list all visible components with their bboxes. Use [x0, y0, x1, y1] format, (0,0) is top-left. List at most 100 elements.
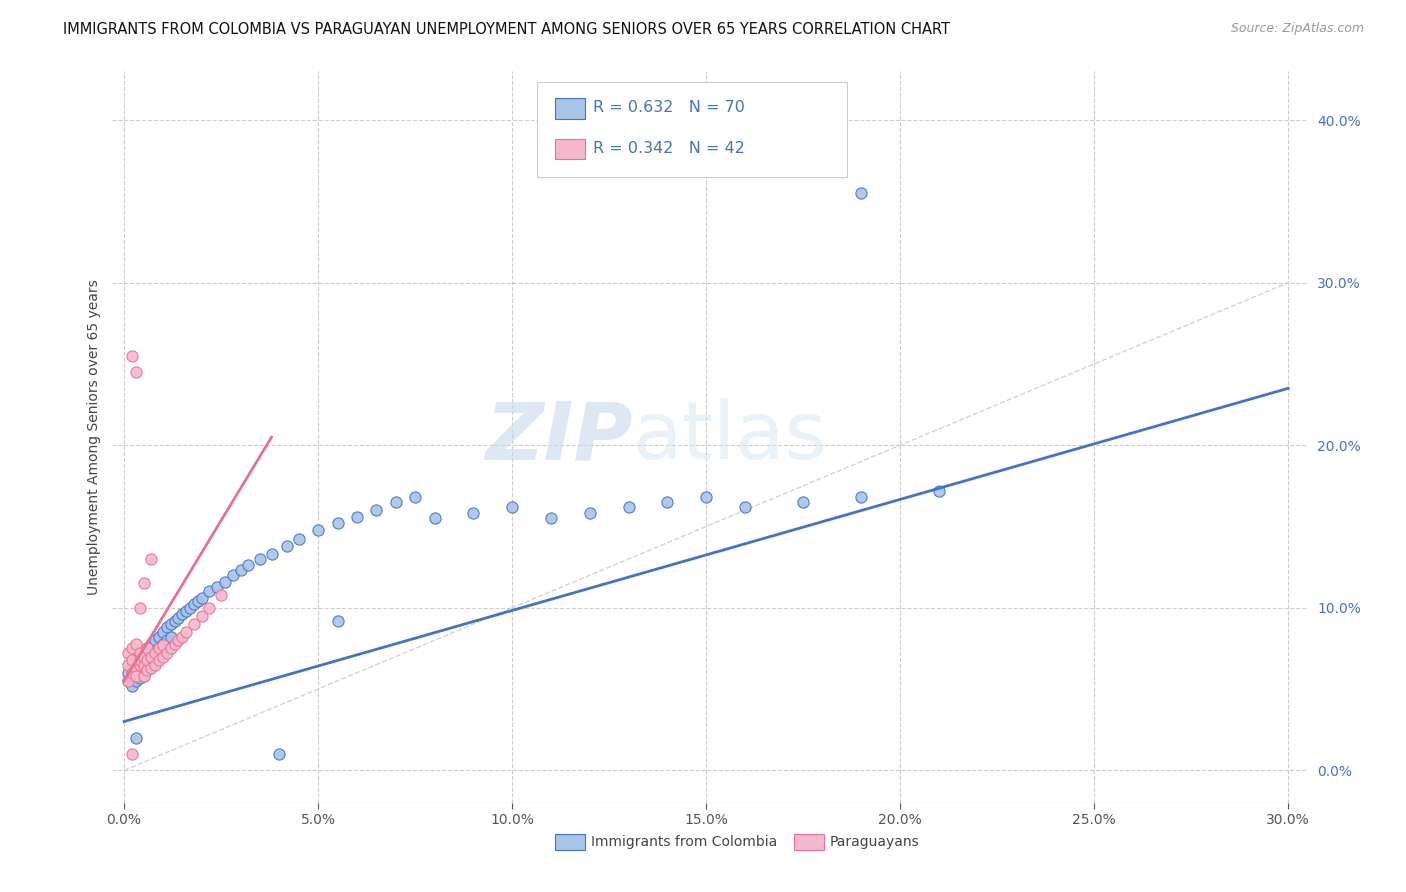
Point — [366, 503, 388, 517]
Point — [121, 349, 143, 363]
Text: Source: ZipAtlas.com: Source: ZipAtlas.com — [1230, 22, 1364, 36]
Point — [121, 679, 143, 693]
Point — [125, 731, 148, 745]
Point — [121, 657, 143, 672]
Point — [136, 641, 159, 656]
Point — [143, 657, 166, 672]
Point — [238, 558, 260, 573]
Point — [148, 641, 170, 656]
Point — [141, 649, 163, 664]
Point — [132, 669, 155, 683]
Point — [121, 747, 143, 761]
Text: R = 0.342   N = 42: R = 0.342 N = 42 — [593, 141, 745, 156]
Point — [132, 649, 155, 664]
Point — [121, 665, 143, 680]
Point — [125, 669, 148, 683]
Point — [128, 600, 150, 615]
Point — [229, 563, 252, 577]
Point — [125, 673, 148, 688]
Point — [121, 641, 143, 656]
Point — [143, 645, 166, 659]
Point — [148, 653, 170, 667]
Point — [156, 620, 179, 634]
Point — [346, 509, 368, 524]
Point — [121, 653, 143, 667]
Text: R = 0.632   N = 70: R = 0.632 N = 70 — [593, 101, 745, 115]
Point — [501, 500, 523, 514]
Point — [269, 747, 291, 761]
Point — [423, 511, 446, 525]
Point — [141, 552, 163, 566]
Point — [121, 669, 143, 683]
Point — [326, 516, 349, 531]
Point — [159, 630, 181, 644]
Point — [136, 663, 159, 677]
Point — [132, 657, 155, 672]
Point — [159, 617, 181, 632]
FancyBboxPatch shape — [554, 98, 585, 119]
Point — [159, 641, 181, 656]
Point — [695, 490, 717, 504]
Point — [167, 610, 190, 624]
Point — [260, 547, 283, 561]
Point — [207, 580, 229, 594]
Point — [404, 490, 426, 504]
Point — [117, 646, 139, 660]
Text: atlas: atlas — [633, 398, 827, 476]
Point — [167, 633, 190, 648]
Point — [156, 646, 179, 660]
Point — [152, 638, 174, 652]
Text: Paraguayans: Paraguayans — [830, 835, 920, 849]
Point — [463, 507, 485, 521]
Point — [132, 657, 155, 672]
Point — [190, 591, 212, 605]
Point — [141, 661, 163, 675]
Point — [307, 523, 329, 537]
Point — [128, 657, 150, 672]
Point — [136, 663, 159, 677]
Text: ZIP: ZIP — [485, 398, 633, 476]
Y-axis label: Unemployment Among Seniors over 65 years: Unemployment Among Seniors over 65 years — [87, 279, 101, 595]
Point — [125, 661, 148, 675]
FancyBboxPatch shape — [554, 834, 585, 850]
Point — [174, 625, 197, 640]
Point — [117, 673, 139, 688]
Point — [249, 552, 271, 566]
Point — [143, 633, 166, 648]
Point — [928, 483, 950, 498]
Point — [125, 365, 148, 379]
Point — [183, 598, 205, 612]
FancyBboxPatch shape — [554, 138, 585, 159]
Point — [136, 641, 159, 656]
Point — [148, 630, 170, 644]
Point — [163, 636, 186, 650]
Point — [117, 665, 139, 680]
Point — [326, 614, 349, 628]
Point — [148, 641, 170, 656]
Point — [132, 669, 155, 683]
Point — [578, 507, 600, 521]
Point — [128, 671, 150, 685]
Point — [172, 607, 194, 622]
Point — [163, 614, 186, 628]
Text: Immigrants from Colombia: Immigrants from Colombia — [591, 835, 776, 849]
Point — [128, 653, 150, 667]
Point — [198, 584, 221, 599]
Point — [276, 539, 298, 553]
Point — [128, 661, 150, 675]
Point — [198, 600, 221, 615]
Point — [128, 649, 150, 664]
Point — [152, 625, 174, 640]
Point — [136, 653, 159, 667]
Point — [125, 636, 148, 650]
Point — [117, 657, 139, 672]
Point — [174, 604, 197, 618]
Point — [209, 588, 232, 602]
Point — [792, 495, 814, 509]
Point — [132, 646, 155, 660]
Point — [214, 574, 236, 589]
Point — [287, 533, 309, 547]
Text: IMMIGRANTS FROM COLOMBIA VS PARAGUAYAN UNEMPLOYMENT AMONG SENIORS OVER 65 YEARS : IMMIGRANTS FROM COLOMBIA VS PARAGUAYAN U… — [63, 22, 950, 37]
Point — [179, 600, 201, 615]
Point — [128, 646, 150, 660]
